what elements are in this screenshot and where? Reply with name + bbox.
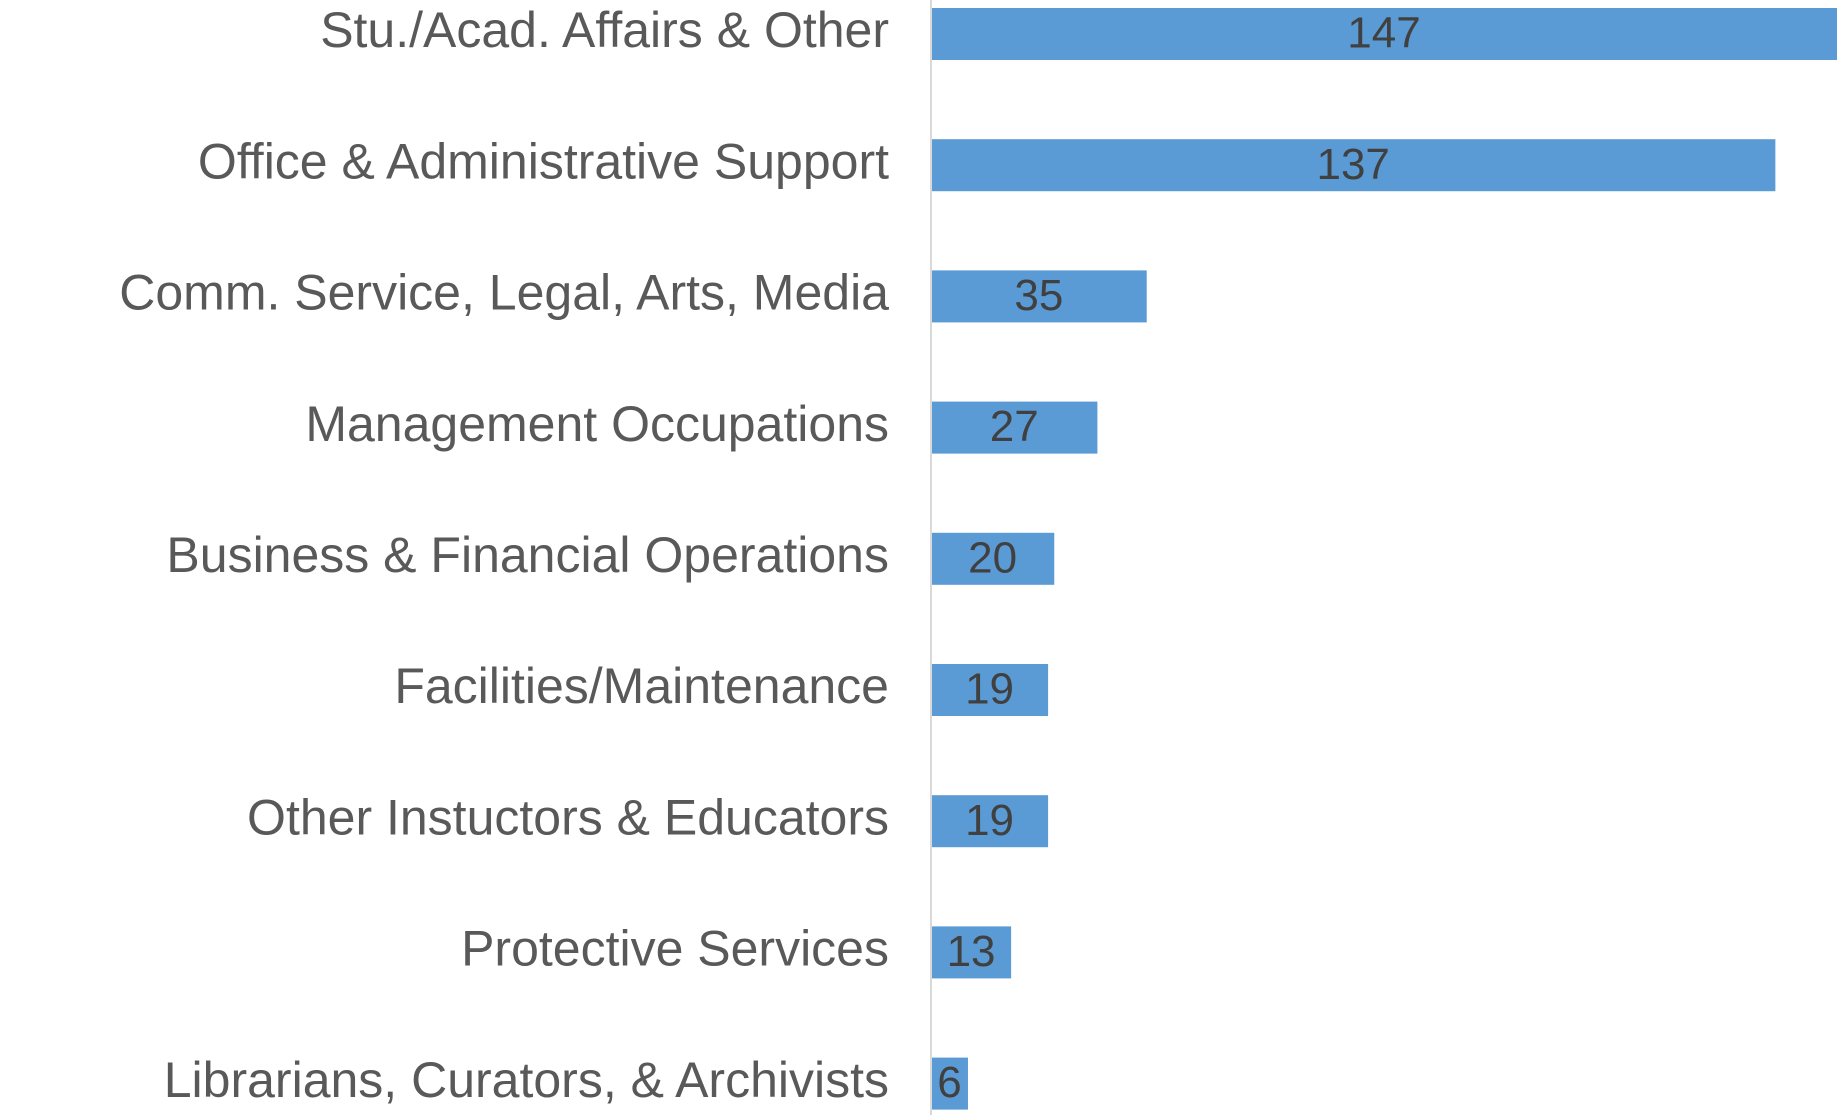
- bar: [932, 795, 1049, 848]
- value-label: 147: [1347, 9, 1420, 58]
- category-label: Stu./Acad. Affairs & Other: [320, 2, 889, 58]
- category-label: Management Occupations: [305, 396, 889, 452]
- value-label: 19: [965, 665, 1014, 714]
- value-label: 13: [947, 927, 996, 976]
- category-label: Other Instuctors & Educators: [247, 789, 889, 845]
- category-label: Business & Financial Operations: [166, 527, 889, 583]
- category-label: Office & Administrative Support: [198, 133, 889, 189]
- bar: [932, 926, 1012, 979]
- value-label: 137: [1316, 140, 1389, 189]
- bar: [932, 8, 1837, 60]
- category-label: Librarians, Curators, & Archivists: [164, 1052, 889, 1108]
- bar: [932, 664, 1049, 716]
- bar: [932, 401, 1098, 454]
- category-label: Protective Services: [461, 921, 889, 977]
- value-label: 6: [937, 1058, 961, 1107]
- value-label: 20: [968, 533, 1017, 582]
- bar: [932, 139, 1776, 192]
- value-label: 19: [965, 796, 1014, 845]
- category-label: Comm. Service, Legal, Arts, Media: [119, 265, 889, 321]
- bar: [932, 1057, 968, 1110]
- bar: [932, 270, 1147, 323]
- value-label: 27: [990, 402, 1039, 451]
- value-label: 35: [1014, 271, 1063, 320]
- bar: [932, 532, 1055, 585]
- category-label: Facilities/Maintenance: [394, 658, 889, 714]
